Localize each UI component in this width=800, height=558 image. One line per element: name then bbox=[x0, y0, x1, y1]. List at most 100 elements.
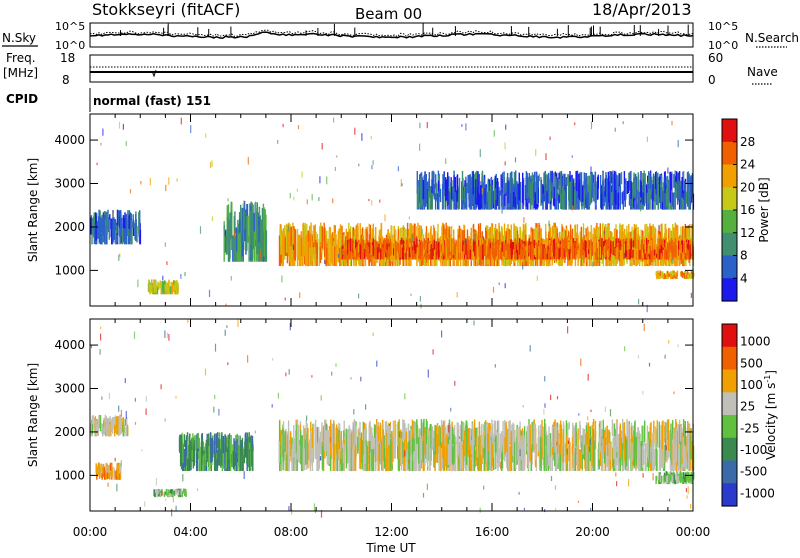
power-scatter-cell bbox=[150, 285, 151, 294]
power-scatter-cell bbox=[507, 224, 508, 243]
power-scatter-cell bbox=[420, 176, 421, 207]
nave-label: Nave bbox=[747, 65, 778, 79]
power-noise-cell bbox=[298, 125, 299, 129]
power-noise-cell bbox=[681, 235, 682, 239]
power-scatter-cell bbox=[313, 225, 314, 242]
power-noise-cell bbox=[515, 157, 516, 162]
power-scatter-cell bbox=[389, 247, 390, 260]
power-noise-cell bbox=[465, 239, 466, 244]
power-noise-cell bbox=[354, 128, 355, 135]
power-noise-cell bbox=[505, 143, 506, 150]
power-scatter-cell bbox=[365, 249, 366, 257]
power-noise-cell bbox=[322, 143, 323, 150]
power-scatter-cell bbox=[551, 182, 552, 197]
power-scatter-cell bbox=[623, 191, 624, 210]
power-scatter-cell bbox=[652, 184, 653, 209]
power-noise-cell bbox=[224, 225, 225, 230]
power-scatter-cell bbox=[547, 175, 548, 193]
power-noise-cell bbox=[336, 155, 337, 157]
power-noise-cell bbox=[402, 183, 403, 186]
velocity-scatter-cell bbox=[169, 493, 170, 497]
power-scatter-cell bbox=[499, 190, 500, 209]
power-scatter-cell bbox=[474, 241, 475, 257]
power-scatter-cell bbox=[486, 188, 487, 210]
power-noise-cell bbox=[409, 217, 410, 220]
power-scatter-cell bbox=[475, 179, 476, 204]
power-scatter-cell bbox=[459, 178, 460, 200]
power-noise-cell bbox=[212, 160, 213, 167]
power-noise-cell bbox=[591, 122, 592, 130]
power-scatter-cell bbox=[443, 189, 444, 209]
power-scatter-cell bbox=[444, 245, 445, 256]
power-noise-cell bbox=[672, 258, 673, 264]
power-scatter-cell bbox=[494, 248, 495, 260]
power-scatter-cell bbox=[627, 240, 628, 250]
power-scatter-cell bbox=[484, 188, 485, 205]
power-scatter-cell bbox=[574, 189, 575, 210]
power-scatter-cell bbox=[588, 176, 589, 192]
power-scatter-cell bbox=[289, 234, 290, 253]
power-scatter-cell bbox=[490, 248, 491, 259]
power-noise-cell bbox=[205, 134, 206, 138]
power-scatter-cell bbox=[111, 229, 112, 244]
power-scatter-cell bbox=[613, 192, 614, 210]
power-scatter-cell bbox=[475, 245, 476, 259]
power-scatter-cell bbox=[648, 243, 649, 253]
velocity-scatter-cell bbox=[171, 490, 172, 494]
power-scatter-cell bbox=[384, 240, 385, 250]
power-scatter-cell bbox=[660, 271, 661, 276]
velocity-scatter-cell bbox=[98, 464, 99, 470]
power-scatter-cell bbox=[669, 274, 670, 277]
power-ytick-label: 2000 bbox=[54, 220, 85, 234]
power-scatter-cell bbox=[547, 191, 548, 210]
power-scatter-cell bbox=[677, 172, 678, 184]
power-scatter-cell bbox=[406, 240, 407, 249]
power-scatter-cell bbox=[612, 244, 613, 254]
power-scatter-cell bbox=[415, 245, 416, 254]
velocity-scatter-cell bbox=[116, 418, 117, 428]
power-scatter-cell bbox=[675, 182, 676, 195]
power-scatter-cell bbox=[421, 251, 422, 260]
velocity-scatter-cell bbox=[107, 473, 108, 480]
power-scatter-cell bbox=[607, 188, 608, 210]
velocity-scatter-cell bbox=[200, 447, 201, 471]
power-noise-cell bbox=[209, 290, 210, 297]
power-scatter-cell bbox=[322, 226, 323, 248]
freq-tick-top: 18 bbox=[60, 51, 75, 65]
power-scatter-cell bbox=[109, 219, 110, 239]
power-scatter-cell bbox=[534, 240, 535, 247]
power-scatter-cell bbox=[122, 230, 123, 244]
power-noise-cell bbox=[535, 149, 536, 156]
power-noise-cell bbox=[453, 248, 454, 255]
power-noise-cell bbox=[505, 283, 506, 288]
power-noise-cell bbox=[119, 122, 120, 129]
power-noise-cell bbox=[493, 287, 494, 293]
power-noise-cell bbox=[371, 165, 372, 169]
velocity-scatter-cell bbox=[500, 434, 501, 459]
power-noise-cell bbox=[505, 125, 506, 130]
power-noise-cell bbox=[168, 177, 169, 184]
power-noise-cell bbox=[165, 185, 166, 191]
power-scatter-cell bbox=[404, 229, 405, 243]
power-noise-cell bbox=[358, 164, 359, 167]
power-scatter-cell bbox=[377, 247, 378, 259]
power-scatter-cell bbox=[438, 191, 439, 209]
power-scatter-cell bbox=[642, 250, 643, 258]
power-noise-cell bbox=[137, 280, 138, 288]
power-scatter-cell bbox=[432, 193, 433, 210]
power-scatter-cell bbox=[580, 239, 581, 251]
power-scatter-cell bbox=[140, 230, 141, 245]
power-scatter-cell bbox=[303, 223, 304, 256]
power-noise-cell bbox=[641, 235, 642, 240]
power-colorbar-swatch bbox=[722, 210, 737, 233]
power-scatter-cell bbox=[319, 239, 320, 266]
velocity-scatter-cell bbox=[220, 449, 221, 468]
power-scatter-cell bbox=[673, 174, 674, 188]
power-scatter-cell bbox=[641, 239, 642, 246]
power-scatter-cell bbox=[264, 228, 265, 257]
power-scatter-cell bbox=[457, 178, 458, 201]
power-noise-cell bbox=[482, 188, 483, 194]
power-scatter-cell bbox=[471, 188, 472, 210]
power-scatter-cell bbox=[350, 239, 351, 252]
power-noise-cell bbox=[522, 265, 523, 270]
